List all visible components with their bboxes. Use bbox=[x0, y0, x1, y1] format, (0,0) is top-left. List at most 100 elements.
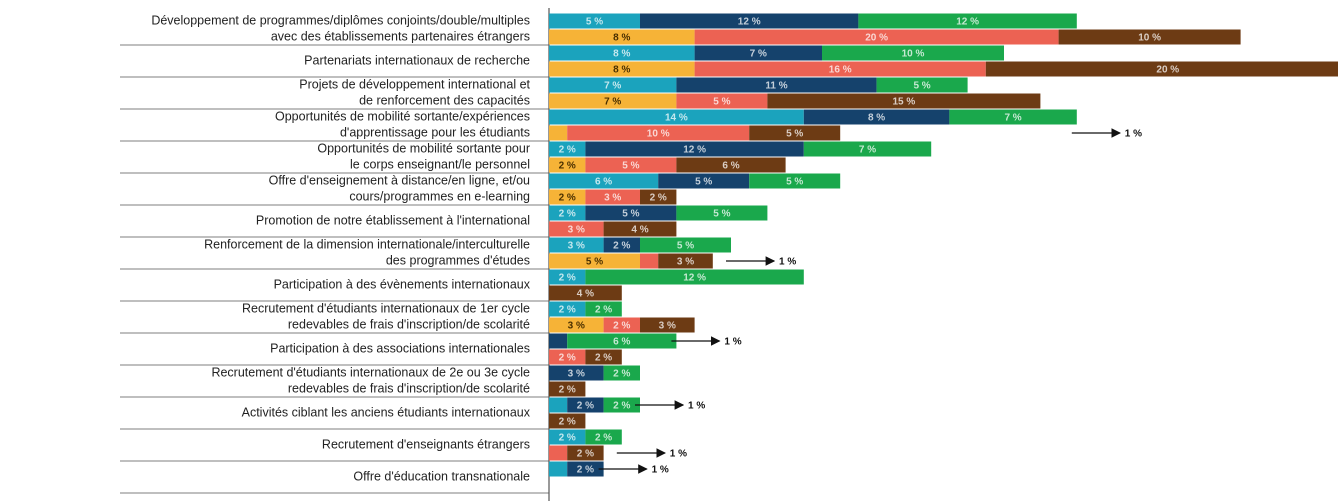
bar-segment bbox=[803, 109, 950, 125]
category-label: d'apprentissage pour les étudiants bbox=[340, 125, 530, 139]
value-label: 5 % bbox=[786, 177, 803, 188]
bar-segment bbox=[549, 349, 586, 365]
value-label: 5 % bbox=[586, 17, 603, 28]
bar-segment bbox=[603, 221, 677, 237]
bar-segment bbox=[549, 141, 586, 157]
bar-segment bbox=[749, 173, 841, 189]
value-label: 3 % bbox=[659, 321, 676, 332]
value-label: 2 % bbox=[559, 417, 576, 428]
bar-segment bbox=[549, 13, 640, 29]
category-label: Recrutement d'étudiants internationaux d… bbox=[211, 365, 530, 379]
value-label: 2 % bbox=[613, 369, 630, 380]
value-label: 3 % bbox=[677, 257, 694, 268]
value-label: 12 % bbox=[738, 17, 761, 28]
bar-segment bbox=[585, 349, 622, 365]
bar-segment bbox=[549, 429, 586, 445]
category-label: des programmes d'études bbox=[386, 253, 530, 267]
value-label: 2 % bbox=[595, 353, 612, 364]
bar-segment bbox=[567, 397, 604, 413]
category-label: de renforcement des capacités bbox=[359, 93, 530, 107]
value-label: 4 % bbox=[577, 289, 594, 300]
value-label: 8 % bbox=[613, 33, 630, 44]
bar-segment bbox=[658, 173, 750, 189]
bar-segment bbox=[549, 173, 659, 189]
category-label: redevables de frais d'inscription/de sco… bbox=[288, 381, 530, 395]
value-label: 2 % bbox=[559, 353, 576, 364]
value-label: 10 % bbox=[902, 49, 925, 60]
value-label: 12 % bbox=[956, 17, 979, 28]
value-label: 12 % bbox=[683, 273, 706, 284]
bar-segment bbox=[1058, 29, 1241, 45]
value-label: 2 % bbox=[613, 321, 630, 332]
bar-segment bbox=[694, 45, 822, 61]
value-label: 5 % bbox=[713, 209, 730, 220]
value-label: 12 % bbox=[683, 145, 706, 156]
bar-segment bbox=[640, 189, 677, 205]
bar-segment bbox=[549, 413, 586, 429]
category-label: Participation à des associations interna… bbox=[270, 341, 530, 355]
bar-segment bbox=[603, 365, 640, 381]
value-label: 7 % bbox=[1004, 113, 1021, 124]
value-label: 6 % bbox=[722, 161, 739, 172]
bar-segment bbox=[603, 397, 640, 413]
bar-segment bbox=[676, 93, 768, 109]
bar-segment bbox=[822, 45, 1004, 61]
bar-segment bbox=[585, 189, 640, 205]
category-label: redevables de frais d'inscription/de sco… bbox=[288, 317, 530, 331]
value-label: 2 % bbox=[577, 401, 594, 412]
category-label: Offre d'éducation transnationale bbox=[353, 469, 530, 483]
category-label: Participation à des évènements internati… bbox=[274, 277, 531, 291]
bar-segment bbox=[585, 205, 677, 221]
bar-segment bbox=[549, 237, 604, 253]
category-label: Offre d'enseignement à distance/en ligne… bbox=[269, 173, 530, 187]
bar-segment bbox=[549, 45, 695, 61]
category-label: Projets de développement international e… bbox=[299, 77, 530, 91]
value-label: 5 % bbox=[622, 161, 639, 172]
value-label: 7 % bbox=[750, 49, 767, 60]
value-label: 16 % bbox=[829, 65, 852, 76]
bar-segment bbox=[549, 125, 568, 141]
value-label: 2 % bbox=[559, 193, 576, 204]
value-label: 2 % bbox=[595, 305, 612, 316]
value-label: 2 % bbox=[559, 305, 576, 316]
bar-segment bbox=[676, 157, 786, 173]
callout-label: 1 % bbox=[1125, 129, 1142, 140]
bar-segment bbox=[549, 93, 677, 109]
callout-label: 1 % bbox=[652, 465, 669, 476]
category-label: Opportunités de mobilité sortante/expéri… bbox=[275, 109, 530, 123]
bar-segment bbox=[549, 365, 604, 381]
category-label: Recrutement d'étudiants internationaux d… bbox=[242, 301, 530, 315]
value-label: 3 % bbox=[568, 241, 585, 252]
value-label: 3 % bbox=[568, 225, 585, 236]
value-label: 4 % bbox=[631, 225, 648, 236]
bar-segment bbox=[549, 381, 586, 397]
bar-segment bbox=[549, 397, 568, 413]
value-label: 2 % bbox=[577, 449, 594, 460]
value-label: 6 % bbox=[613, 337, 630, 348]
bar-segment bbox=[549, 461, 568, 477]
value-label: 5 % bbox=[713, 97, 730, 108]
value-label: 2 % bbox=[650, 193, 667, 204]
bar-segment bbox=[985, 61, 1338, 77]
value-label: 3 % bbox=[568, 321, 585, 332]
bar-segment bbox=[585, 301, 622, 317]
value-label: 3 % bbox=[568, 369, 585, 380]
category-label: cours/programmes en e-learning bbox=[349, 189, 530, 203]
bar-segment bbox=[549, 77, 677, 93]
category-label: le corps enseignant/le personnel bbox=[350, 157, 530, 171]
value-label: 5 % bbox=[786, 129, 803, 140]
bar-segment bbox=[640, 253, 659, 269]
value-label: 6 % bbox=[595, 177, 612, 188]
bar-segment bbox=[585, 157, 677, 173]
bar-segment bbox=[694, 29, 1059, 45]
bar-segment bbox=[640, 317, 695, 333]
bar-segment bbox=[549, 317, 604, 333]
bar-segment bbox=[549, 29, 695, 45]
bar-segment bbox=[858, 13, 1077, 29]
value-label: 2 % bbox=[559, 385, 576, 396]
category-label: Partenariats internationaux de recherche bbox=[304, 53, 530, 67]
value-label: 5 % bbox=[695, 177, 712, 188]
bar-segment bbox=[585, 269, 804, 285]
category-label: Opportunités de mobilité sortante pour bbox=[317, 141, 530, 155]
bar-segment bbox=[603, 237, 640, 253]
